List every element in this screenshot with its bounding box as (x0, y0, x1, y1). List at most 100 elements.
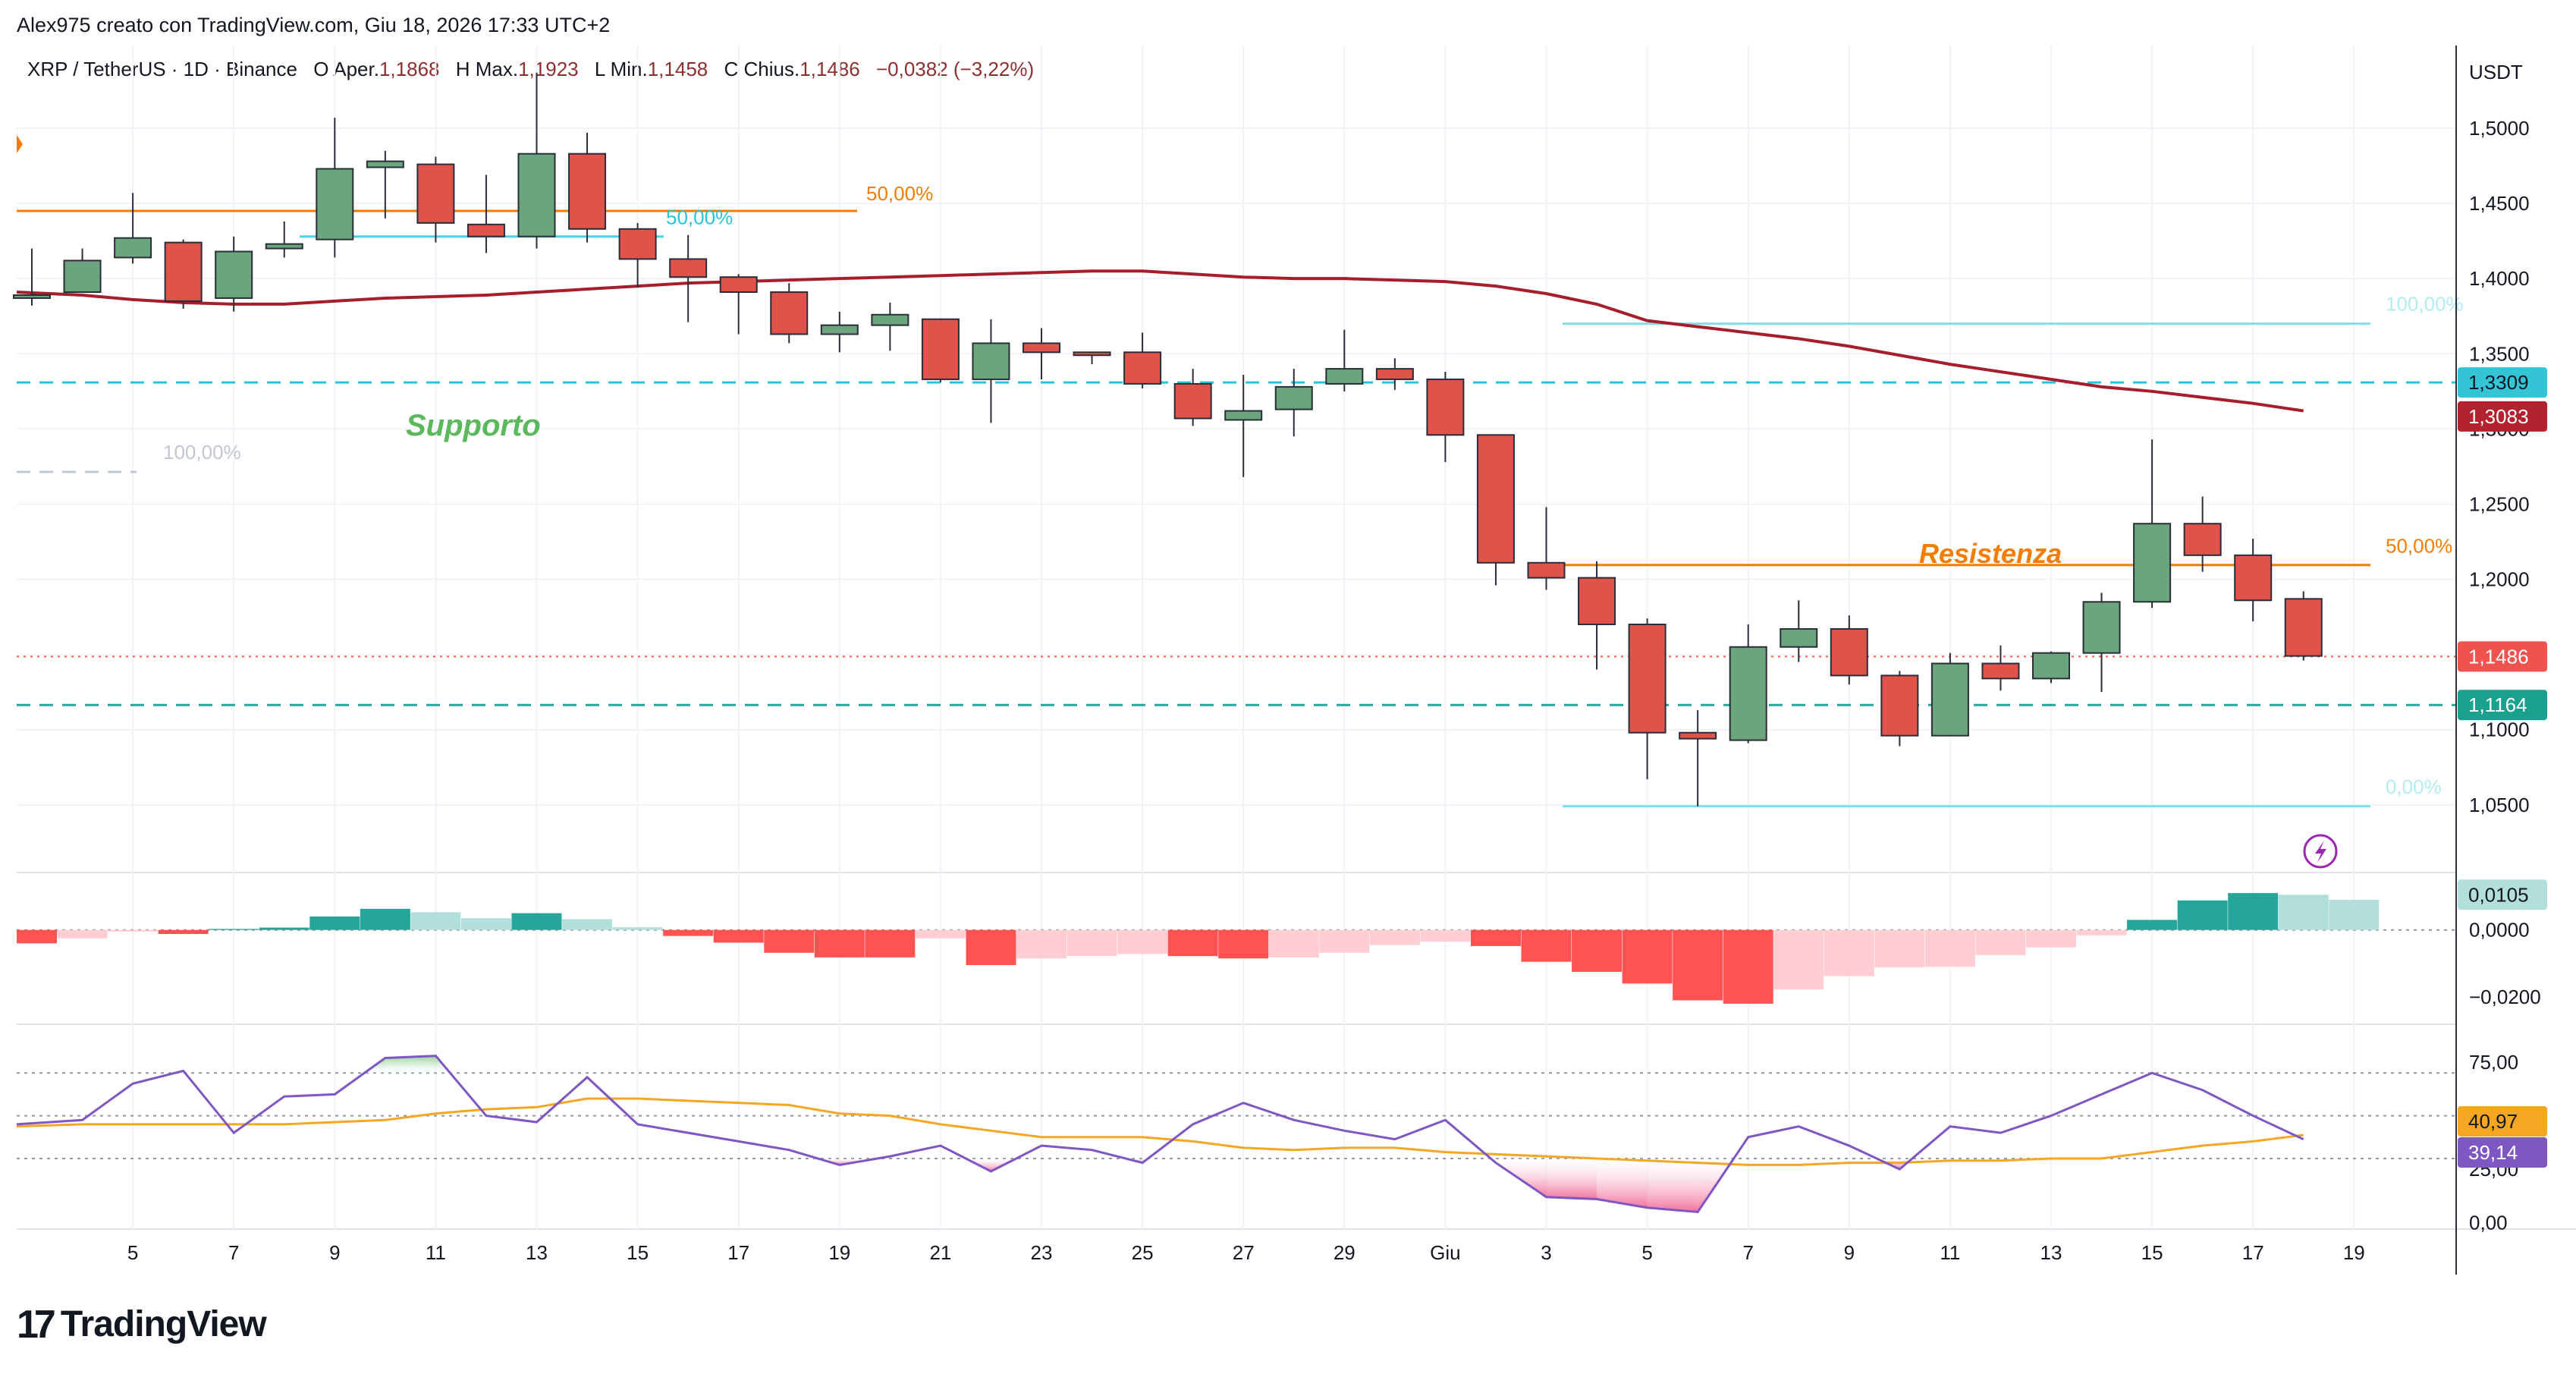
macd-bar (2329, 899, 2380, 930)
candle-body (1578, 577, 1616, 626)
sma-line (16, 269, 2304, 413)
candle-body (1981, 662, 2020, 680)
candle-body (719, 276, 758, 294)
author-caption: Alex975 creato con TradingView.com, Giu … (17, 14, 611, 36)
candle-body (164, 241, 203, 302)
x-tick-label: 7 (1742, 1241, 1753, 1264)
macd-bar (1773, 929, 1824, 990)
brand-name: TradingView (60, 1304, 267, 1344)
candle-body (1780, 627, 1818, 648)
x-tick-label: 3 (1541, 1241, 1551, 1264)
rsi-ma-tag-bg (2458, 1105, 2547, 1137)
macd-bar (1470, 929, 1521, 946)
close-label: C (724, 58, 739, 80)
x-tick-label: 21 (929, 1241, 951, 1264)
x-tick-label: 13 (2040, 1241, 2062, 1264)
macd-bar (158, 929, 209, 934)
macd-bar (1016, 929, 1067, 959)
x-tick-label: 5 (127, 1241, 138, 1264)
y-tick-label: 1,2000 (2469, 568, 2530, 591)
x-tick-label: 17 (2242, 1241, 2264, 1264)
macd-value-tag-bg (2458, 879, 2547, 910)
y-tick-label: 1,0500 (2469, 794, 2530, 816)
macd-bar (1319, 929, 1370, 953)
candle-body (1325, 368, 1364, 385)
axes: 1,05001,10001,15001,20001,25001,30001,35… (127, 46, 2547, 1275)
macd-bar (1167, 929, 1218, 957)
y-tick-label: 1,4500 (2469, 192, 2530, 215)
candle-body (1123, 351, 1162, 385)
macd-bar (1117, 929, 1168, 954)
candle-body (618, 228, 657, 260)
candle-body (1830, 627, 1868, 677)
macd-bar (2026, 929, 2076, 948)
macd-bar (410, 912, 461, 930)
fib-right-100-label: 100,00% (2386, 293, 2464, 316)
candles (13, 72, 2323, 806)
rsi-value-tag-bg (2458, 1137, 2547, 1168)
candle-body (517, 152, 556, 237)
rsi-line (16, 1055, 2304, 1214)
arrow-marker-icon (17, 135, 23, 153)
candle-body (1073, 351, 1111, 357)
macd-value-tag: 0,0105 (2468, 883, 2529, 906)
high-label: H (455, 58, 470, 80)
macd-bar (2177, 900, 2228, 930)
macd-bar (1874, 929, 1925, 968)
fib-50-cyan-label: 50,00% (666, 206, 733, 229)
candle-body (1476, 434, 1515, 564)
y-tick-label: 1,2500 (2469, 492, 2530, 515)
x-tick-label: 9 (329, 1241, 340, 1264)
candle-body (1173, 382, 1212, 420)
candle-body (1426, 378, 1465, 436)
high-value: 1,1923 (518, 58, 579, 80)
x-tick-label: Giu (1430, 1241, 1460, 1264)
tradingview-logo: 17 TradingView (17, 1303, 267, 1345)
macd-bar (108, 929, 159, 932)
candle-body (820, 324, 859, 335)
candle-body (1628, 624, 1667, 734)
x-tick-label: 23 (1031, 1241, 1053, 1264)
candle-body (2284, 598, 2323, 657)
moving-average (16, 269, 2304, 413)
open-text: Aper. (333, 58, 379, 80)
lightning-icon (2303, 834, 2338, 869)
macd-bar (915, 929, 966, 939)
macd-bar (713, 929, 764, 943)
x-tick-label: 11 (426, 1241, 446, 1264)
macd-pane (17, 893, 2456, 1004)
candle-body (215, 250, 253, 299)
low-value: 1,1458 (647, 58, 708, 80)
close-text: Chius. (743, 58, 800, 80)
support-price-tag: 1,3309 (2468, 371, 2529, 394)
macd-bar (1369, 929, 1420, 945)
currency-label: USDT (2469, 61, 2523, 83)
candle-body (1729, 646, 1767, 741)
close-value: 1,1486 (800, 58, 860, 80)
level-price-tag-bg (2458, 690, 2547, 721)
macd-bar (2076, 929, 2127, 935)
macd-bar (2228, 893, 2279, 930)
candle-body (467, 223, 505, 237)
support-annotation: Supporto (406, 409, 541, 442)
macd-tick-label: −0,0200 (2469, 986, 2541, 1008)
candle-body (2133, 523, 2172, 603)
candle-body (921, 318, 960, 380)
resistance-annotation: Resistenza (1919, 538, 2062, 569)
macd-bar (1420, 929, 1471, 942)
rsi-pane (16, 1055, 2456, 1214)
candle-body (972, 342, 1010, 380)
macd-bar (1924, 929, 1975, 967)
macd-bar (1824, 929, 1874, 976)
candle-body (265, 243, 303, 250)
x-tick-label: 19 (2343, 1241, 2365, 1264)
candle-body (316, 168, 354, 241)
y-tick-label: 1,4000 (2469, 267, 2530, 290)
rsi-tick-label: 75,00 (2469, 1051, 2518, 1074)
x-tick-label: 13 (526, 1241, 548, 1264)
fib-50-orange-label: 50,00% (866, 182, 933, 205)
rsi-oversold-fill (1597, 1158, 1648, 1208)
x-tick-label: 27 (1233, 1241, 1255, 1264)
x-tick-label: 29 (1334, 1241, 1356, 1264)
